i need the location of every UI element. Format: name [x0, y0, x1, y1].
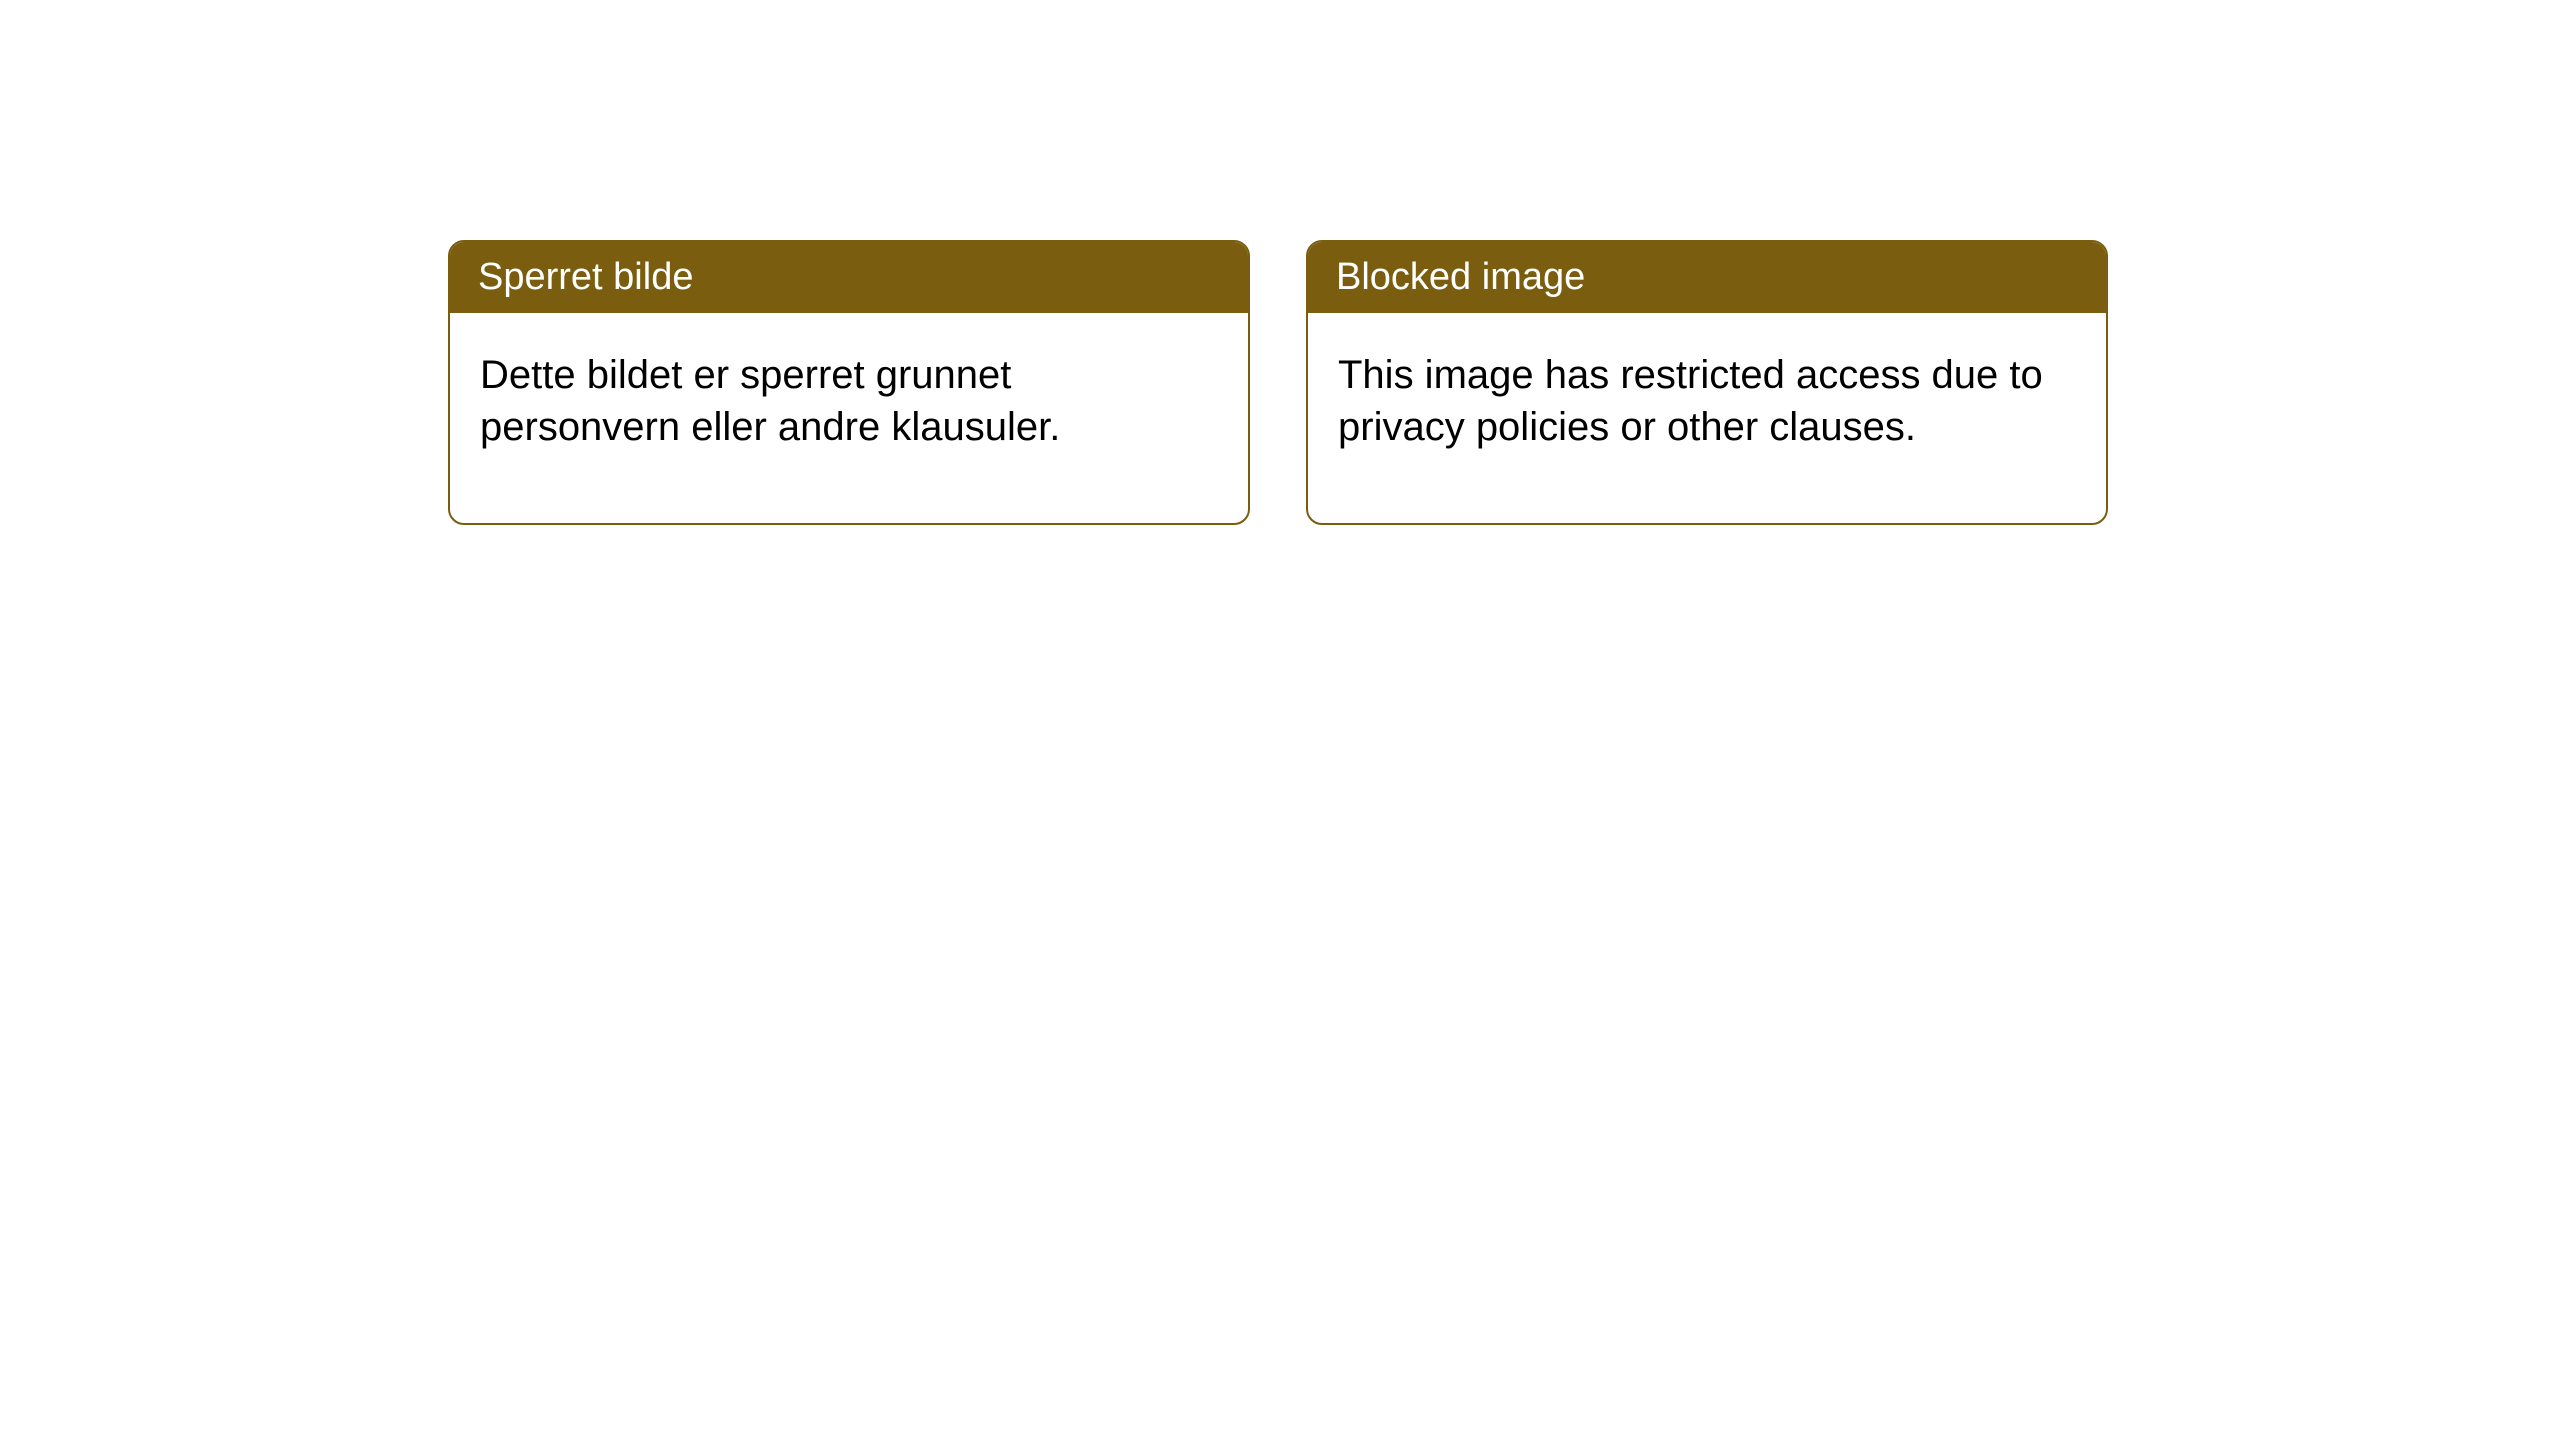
blocked-image-card-en: Blocked image This image has restricted …: [1306, 240, 2108, 525]
blocked-image-card-no: Sperret bilde Dette bildet er sperret gr…: [448, 240, 1250, 525]
card-title: Sperret bilde: [478, 256, 693, 298]
card-header: Blocked image: [1308, 242, 2106, 313]
card-title: Blocked image: [1336, 256, 1585, 298]
card-body: Dette bildet er sperret grunnet personve…: [450, 313, 1248, 523]
card-message: Dette bildet er sperret grunnet personve…: [480, 353, 1060, 449]
card-header: Sperret bilde: [450, 242, 1248, 313]
card-message: This image has restricted access due to …: [1338, 353, 2043, 449]
card-body: This image has restricted access due to …: [1308, 313, 2106, 523]
notice-container: Sperret bilde Dette bildet er sperret gr…: [448, 240, 2108, 525]
